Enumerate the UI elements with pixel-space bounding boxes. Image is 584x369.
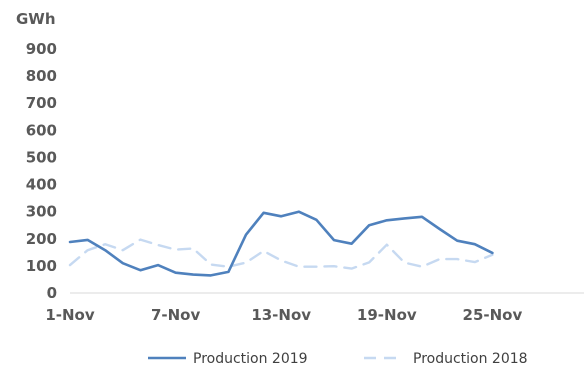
y-tick-label: 400 [26, 176, 57, 194]
y-tick-label: 900 [26, 40, 57, 58]
legend-label: Production 2019 [193, 351, 308, 367]
x-tick-label: 19-Nov [357, 306, 417, 324]
y-tick-label: 500 [26, 148, 57, 166]
series-lines [68, 210, 494, 277]
y-tick-label: 100 [26, 257, 57, 275]
legend: Production 2019 Production 2018 [148, 351, 528, 367]
x-tick-label: 13-Nov [251, 306, 311, 324]
y-tick-label: 200 [26, 230, 57, 248]
x-tick-label: 7-Nov [151, 306, 201, 324]
legend-label: Production 2018 [413, 351, 528, 367]
y-tick-label: 800 [26, 67, 57, 85]
series-line-production-2019 [68, 210, 494, 277]
y-tick-label: 700 [26, 94, 57, 112]
y-axis-ticks: 0 100 200 300 400 500 600 700 800 900 [26, 40, 57, 302]
y-tick-label: 600 [26, 121, 57, 139]
x-axis-ticks: 1-Nov 7-Nov 13-Nov 19-Nov 25-Nov [45, 306, 522, 324]
y-tick-label: 0 [47, 284, 57, 302]
y-tick-label: 300 [26, 203, 57, 221]
x-tick-label: 25-Nov [463, 306, 523, 324]
x-tick-label: 1-Nov [45, 306, 95, 324]
y-axis-unit-label: GWh [16, 10, 56, 28]
series-line-production-2018 [68, 238, 494, 270]
